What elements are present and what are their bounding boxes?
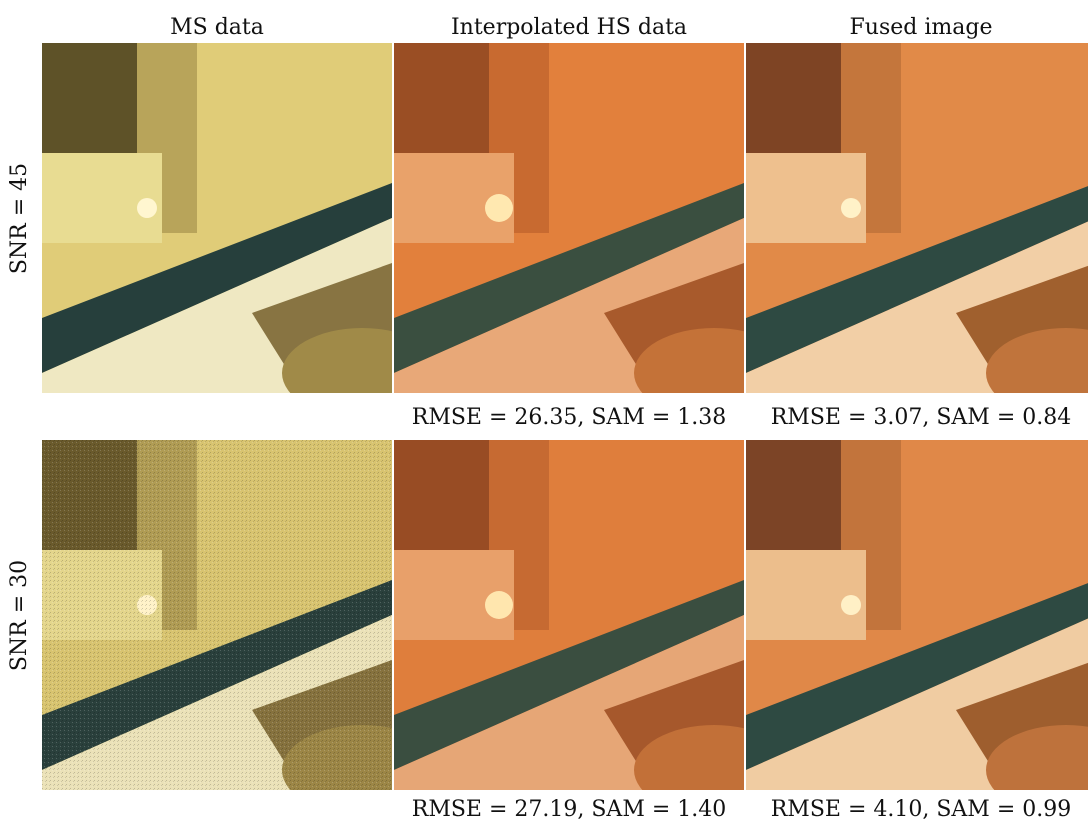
ms-scene (42, 43, 392, 393)
interpolated-scene-noisy (394, 440, 744, 790)
fused-scene (746, 43, 1088, 393)
row-label-snr30: SNR = 30 (0, 439, 40, 791)
column-header-fused: Fused image (849, 15, 993, 40)
image-ms-snr45 (42, 43, 392, 393)
image-interpolated-snr45 (394, 43, 744, 393)
image-interpolated-snr30 (394, 440, 744, 790)
image-ms-snr30 (42, 440, 392, 790)
image-fused-snr30 (746, 440, 1088, 790)
image-fused-snr45 (746, 43, 1088, 393)
row-label-snr45: SNR = 45 (0, 42, 40, 394)
column-header-interpolated: Interpolated HS data (450, 15, 688, 40)
ms-scene-noisy (42, 440, 392, 790)
row-label-snr30-text: SNR = 30 (7, 559, 33, 671)
row-label-snr45-text: SNR = 45 (7, 162, 33, 274)
interpolated-scene (394, 43, 744, 393)
column-header-ms: MS data (170, 15, 264, 40)
metric-fused-snr30: RMSE = 4.10, SAM = 0.99 (770, 797, 1072, 822)
metric-interpolated-snr30: RMSE = 27.19, SAM = 1.40 (411, 797, 727, 822)
metric-interpolated-snr45: RMSE = 26.35, SAM = 1.38 (411, 405, 727, 430)
fused-scene-noisy (746, 440, 1088, 790)
metric-fused-snr45: RMSE = 3.07, SAM = 0.84 (770, 405, 1072, 430)
